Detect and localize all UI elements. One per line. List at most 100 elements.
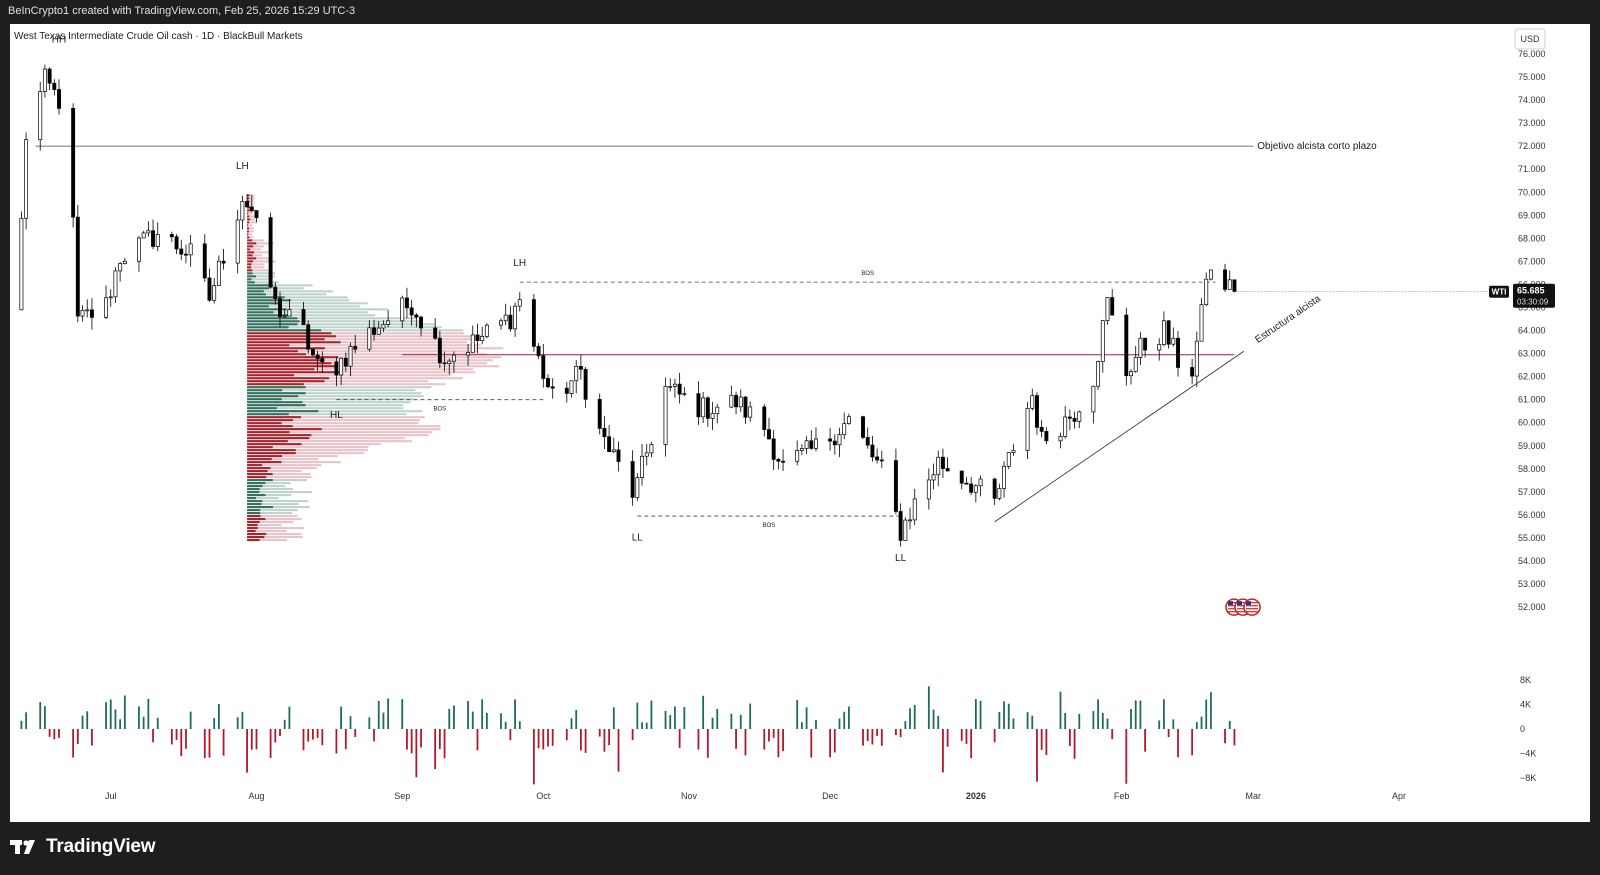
candle xyxy=(569,380,574,398)
volume-bar xyxy=(1101,712,1104,729)
candle-body xyxy=(809,440,814,449)
volume-bar xyxy=(1139,700,1142,729)
volume-profile-row-dark xyxy=(247,467,271,470)
candle-body xyxy=(499,320,503,326)
volume-bar xyxy=(387,698,390,729)
volume-bar xyxy=(246,729,248,773)
volume-profile-row-dark xyxy=(247,455,283,458)
candle xyxy=(649,441,654,458)
volume-bar xyxy=(410,729,413,754)
volume-profile-row xyxy=(247,380,429,383)
volume-profile-row xyxy=(247,455,338,458)
volume-bar xyxy=(838,718,841,729)
volume-bar xyxy=(979,700,982,729)
flag-canton xyxy=(1237,601,1242,606)
candle-body xyxy=(113,270,118,298)
volume-profile-row xyxy=(247,413,407,416)
candle xyxy=(1100,319,1105,373)
candle xyxy=(531,294,536,352)
candle xyxy=(814,427,818,452)
chart-title: West Texas Intermediate Crude Oil cash ·… xyxy=(14,31,303,42)
volume-profile-row-dark xyxy=(247,398,282,401)
target-line-label: Objetivo alcista corto plazo xyxy=(1257,141,1377,152)
volume-bar xyxy=(800,722,803,729)
candle-body xyxy=(216,260,221,286)
volume-profile-row xyxy=(247,260,276,263)
candle-body xyxy=(447,360,452,364)
candle-body xyxy=(517,299,522,307)
candle-body xyxy=(1058,436,1063,442)
volume-profile-row xyxy=(247,521,294,524)
candle-body xyxy=(202,243,207,279)
volume-profile-row-dark xyxy=(247,446,273,449)
chart-panel[interactable]: West Texas Intermediate Crude Oil cash ·… xyxy=(10,24,1590,822)
volume-profile-row-dark xyxy=(247,518,266,521)
volume-bar xyxy=(382,712,385,729)
candle xyxy=(42,64,47,98)
volume-profile-row xyxy=(247,200,254,203)
candle xyxy=(828,427,833,451)
candle xyxy=(155,222,160,252)
volume-profile-row-dark xyxy=(247,233,249,236)
volume-bar xyxy=(1045,729,1048,755)
candle xyxy=(795,440,800,466)
candle xyxy=(202,234,207,282)
tradingview-logo[interactable]: TradingView xyxy=(10,836,156,858)
candle-body xyxy=(828,438,833,442)
candle-body xyxy=(729,394,734,408)
volume-profile-row xyxy=(247,532,302,536)
candle-body xyxy=(837,434,842,446)
candle-body xyxy=(151,230,156,247)
candle xyxy=(1176,331,1180,377)
volume-profile-row-dark xyxy=(247,245,254,248)
candle-body xyxy=(1199,304,1204,342)
candle xyxy=(517,292,522,312)
volume-profile-row xyxy=(247,374,452,377)
price-chart[interactable]: West Texas Intermediate Crude Oil cash ·… xyxy=(10,24,1590,822)
volume-bar xyxy=(871,729,874,745)
candle xyxy=(672,378,677,398)
candle-body xyxy=(484,324,489,337)
candle-body xyxy=(743,396,748,418)
volume-profile-row-dark xyxy=(247,266,252,269)
candle-body xyxy=(635,477,640,498)
volume-profile-row-dark xyxy=(247,305,269,308)
x-tick-label: Nov xyxy=(681,791,698,801)
volume-profile-row-dark xyxy=(247,386,306,389)
flag-canton xyxy=(1246,601,1251,606)
volume-profile-row xyxy=(247,479,308,482)
structure-label-lh: LH xyxy=(513,258,526,269)
candle xyxy=(381,320,386,333)
volume-bar xyxy=(584,729,587,753)
volume-profile-row xyxy=(247,341,468,344)
volume-bar xyxy=(542,729,545,750)
candle-body xyxy=(814,438,818,449)
volume-profile-row-dark xyxy=(247,482,266,485)
volume-profile-row xyxy=(247,245,265,248)
y-tick-label: 75.000 xyxy=(1518,72,1546,82)
volume-profile-row-dark xyxy=(247,323,298,326)
volume-profile-row xyxy=(247,254,263,257)
price-scale xyxy=(1514,28,1546,50)
volume-bar xyxy=(603,729,606,752)
volume-bar xyxy=(1125,729,1128,784)
candle xyxy=(1157,338,1162,361)
volume-bar xyxy=(612,707,615,729)
candle xyxy=(75,204,80,323)
volume-bar xyxy=(453,705,455,729)
volume-bar xyxy=(189,711,192,729)
volume-bar xyxy=(768,729,770,742)
volume-bar xyxy=(349,716,352,729)
volume-profile-row xyxy=(247,428,441,431)
volume-profile-row-dark xyxy=(247,437,310,440)
volume-bar xyxy=(1036,729,1038,782)
volume-bar xyxy=(833,729,836,753)
volume-profile-row xyxy=(247,389,416,392)
volume-profile-row xyxy=(247,329,464,332)
candle-body xyxy=(1100,320,1105,362)
candle-body xyxy=(776,459,781,462)
volume-profile-row-dark xyxy=(247,392,306,395)
volume-profile-row-dark xyxy=(247,347,325,350)
volume-bar xyxy=(866,729,869,742)
candle xyxy=(235,209,240,274)
